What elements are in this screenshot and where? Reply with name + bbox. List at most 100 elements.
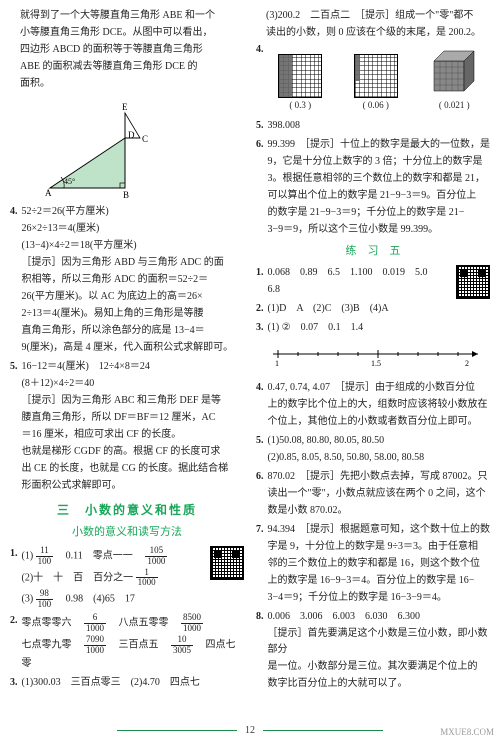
txt: (1) (22, 550, 34, 561)
qnum: 2. (10, 613, 18, 673)
lbl-C: C (142, 134, 148, 144)
section-title: 三 小数的意义和性质 (10, 501, 244, 520)
svg-text:2: 2 (465, 359, 469, 368)
hint: 26(平方厘米)。以 AC 为底边上的高＝26× (22, 289, 245, 305)
lbl-angle: 45° (64, 177, 75, 186)
qnum: 4. (10, 204, 18, 357)
para: 小等腰直角三角形 DCE。从图中可以看出， (10, 25, 244, 41)
qnum: 1. (256, 265, 264, 299)
txt: 数字比百分位上的大就可以了。 (268, 676, 491, 692)
expr: (13−4)×4÷2＝18(平方厘米) (22, 238, 245, 254)
cube-figure (429, 46, 479, 96)
caption: ( 0.3 ) (278, 98, 322, 112)
txt: (1)300.03 三百点零三 (2)4.70 四点七 (22, 675, 245, 691)
lbl-A: A (45, 188, 52, 198)
svg-text:1.5: 1.5 (371, 359, 381, 368)
txt: (3)200.2 二百点二 ［提示］组成一个"零"都不 (256, 8, 490, 24)
txt: 870.02 ［提示］先把小数点去掉，写成 87002。只 (268, 469, 491, 485)
qr-icon (210, 546, 244, 580)
expr: 52÷2＝26(平方厘米) (22, 204, 245, 220)
txt: 9，它是十分位上数字的 3 倍；十分位上的数字是 (268, 154, 491, 170)
watermark: MXUE8.COM (440, 725, 494, 739)
hint: 9(厘米)，高是 4 厘米，代入面积公式求解即可。 (22, 340, 245, 356)
qnum: 4. (256, 42, 264, 116)
expr: 16−12＝4(厘米) 12÷4×8＝24 (22, 359, 245, 375)
hint: 出 CE 的长度，也就是 CG 的长度。据此结合梯 (22, 461, 245, 477)
expr: (8＋12)×4÷2＝40 (22, 376, 245, 392)
qnum: 5. (256, 118, 264, 135)
para: 面积。 (10, 76, 244, 92)
para: 四边形 ABCD 的面积等于等腰直角三角形 (10, 42, 244, 58)
txt: 的数字是 21−9−3＝9；千分位上的数字是 21− (268, 205, 491, 221)
txt: 398.008 (268, 118, 491, 134)
hint: 也就是梯形 CGDF 的高。根据 CF 的长度可求 (22, 444, 245, 460)
qnum: 4. (256, 380, 264, 431)
qnum: 5. (256, 433, 264, 467)
txt: 0.006 3.006 6.003 6.030 6.300 (268, 609, 491, 625)
fraction: 1051000 (145, 546, 167, 567)
txt: 3。根据任意相邻的三个数位上的数字和都是 21， (268, 171, 491, 187)
txt: (2)0.85, 8.05, 8.50, 50.80, 58.00, 80.58 (268, 450, 491, 466)
exercise-title: 练 习 五 (256, 243, 490, 261)
txt: 上的数字比个位上的大，组数时应该将较小数放在 (268, 397, 491, 413)
qnum: 7. (256, 522, 264, 607)
txt: 个位上，其他位上的小数或者数百分位上即可。 (268, 414, 491, 430)
hint: ［提示］因为三角形 ABC 和三角形 DEF 是等 (22, 393, 245, 409)
lbl-B: B (123, 190, 129, 198)
number-line: 1 1.5 2 (268, 340, 491, 374)
qnum: 3. (10, 675, 18, 692)
txt: (1)D A (2)C (3)B (4)A (268, 301, 491, 317)
qr-icon (456, 265, 490, 299)
txt: 读出一个"零"，小数点就应该在两个 0 之间，这个 (268, 486, 491, 502)
sub-title: 小数的意义和读写方法 (10, 524, 244, 542)
grid-figures: ( 0.3 ) ( 0.06 ) (268, 46, 491, 112)
txt: 99.399 ［提示］十位上的数字是最大的一位数，是 (268, 137, 491, 153)
caption: ( 0.021 ) (429, 98, 479, 112)
para: 就得到了一个大等腰直角三角形 ABE 和一个 (10, 8, 244, 24)
hint: 腰直角三角形，所以 DF＝BF＝12 厘米，AC (22, 410, 245, 426)
txt: 94.394 ［提示］根据题意可知，这个数十位上的数 (268, 522, 491, 538)
hint: 直角三角形，所以涂色部分的底是 13−4＝ (22, 323, 245, 339)
hint: ［提示］因为三角形 ABD 与三角形 ADC 的面 (22, 255, 245, 271)
lbl-E: E (122, 102, 128, 112)
txt: 七点零九零 (22, 640, 82, 651)
qnum: 3. (256, 320, 264, 378)
txt: 读出的小数，则 0 应该在个级的末尾，是 200.2。 (256, 25, 490, 41)
txt: 0.98 (4)65 17 (56, 594, 135, 605)
fraction: 11000 (136, 568, 158, 589)
qnum: 8. (256, 609, 264, 693)
hint: 形面积公式求解即可。 (22, 478, 245, 494)
txt: (1)50.08, 80.80, 80.05, 80.50 (268, 433, 491, 449)
txt: 3−4＝9；千分位上的数字是 16−3−9＝4。 (268, 590, 491, 606)
txt: 上的数字是 16−9−3＝4。百分位上的数字是 16− (268, 573, 491, 589)
txt: 0.11 零点一一 (56, 550, 143, 561)
qnum: 1. (10, 546, 18, 611)
fraction: 70901000 (84, 635, 106, 656)
txt: 三百点五 (109, 640, 169, 651)
triangle-figure: A B C D E 45° (40, 98, 160, 198)
txt: 数是小数 870.02。 (268, 503, 491, 519)
fraction: 61000 (84, 613, 106, 634)
fraction: 98100 (36, 589, 54, 610)
txt: 可以算出个位上的数字是 21−9−3＝9。百分位上 (268, 188, 491, 204)
svg-text:1: 1 (275, 359, 279, 368)
txt: 0.47, 0.74, 4.07 ［提示］由于组成的小数百分位 (268, 380, 491, 396)
txt: (3) (22, 594, 34, 605)
txt: (1) ② 0.07 0.1 1.4 (268, 320, 491, 336)
txt: 八点五零零 (109, 618, 179, 629)
qnum: 2. (256, 301, 264, 318)
fraction: 85001000 (181, 613, 203, 634)
txt: 3−9＝9，所以这个三位小数是 99.399。 (268, 222, 491, 238)
txt: 是一位。小数部分是三位。其次要满足个位上的 (268, 659, 491, 675)
qnum: 6. (256, 469, 264, 520)
fraction: 11100 (36, 546, 54, 567)
txt: 零点零零六 (22, 618, 82, 629)
hint: 积相等，所以三角形 ADC 的面积＝52÷2＝ (22, 272, 245, 288)
expr: 26×2÷13＝4(厘米) (22, 221, 245, 237)
txt: 字是 9，十分位上的数字是 9÷3＝3。由于任意相 (268, 539, 491, 555)
hint: ＝16 厘米，相应可求出 CF 的长度。 (22, 427, 245, 443)
qnum: 6. (256, 137, 264, 239)
txt: ［提示］首先要满足这个小数是三位小数，即小数部分 (268, 626, 491, 658)
txt: 邻的三个数位上的数字和都是 16，则这个数个位 (268, 556, 491, 572)
hint: 2÷13＝4(厘米)。易知上角的三角形是等腰 (22, 306, 245, 322)
